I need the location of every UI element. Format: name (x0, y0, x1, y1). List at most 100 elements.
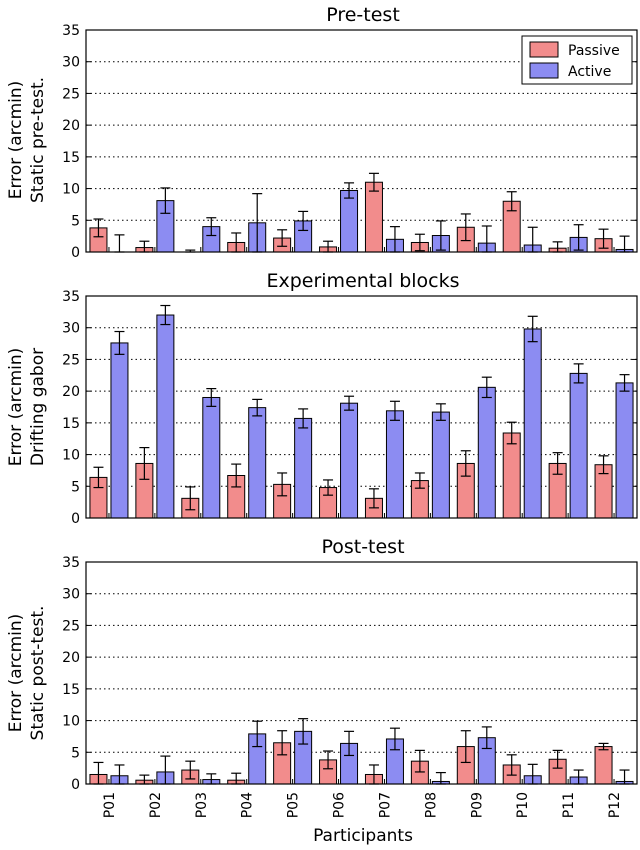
y-axis-label-line2: Static post-test. (28, 606, 48, 741)
legend-swatch-passive (529, 41, 559, 58)
error-bar-active-P11 (573, 363, 584, 384)
y-tick-label: 30 (62, 55, 80, 71)
bar-active-P07 (385, 410, 404, 519)
error-bar-passive-P01 (93, 466, 104, 489)
error-bar-passive-P09 (460, 450, 471, 477)
bar-active-P11 (569, 372, 588, 519)
plot-area: 0 5 10 15 20 25 30 35 (62, 23, 638, 261)
y-tick-label: 0 (71, 511, 80, 527)
bar-active-P04 (248, 407, 267, 519)
x-tick-label-P07: P07 (377, 792, 393, 818)
error-bar-active-P05 (298, 210, 309, 232)
panel-title: Experimental blocks (266, 270, 459, 292)
x-axis-label: Participants (313, 826, 413, 846)
y-tick-label: 20 (62, 384, 80, 400)
y-axis-label-line1: Error (arcmin) (6, 81, 26, 200)
error-bar-active-P06 (344, 182, 355, 199)
x-tick-label-P11: P11 (561, 792, 577, 818)
bar-passive-P10 (502, 432, 521, 519)
panel-post-test: Post-test Error (arcmin) Static post-tes… (6, 536, 638, 793)
error-bar-active-P03 (206, 388, 217, 407)
axes-frame (85, 295, 638, 519)
y-axis-label-line2: Static pre-test. (28, 77, 48, 203)
error-bar-passive-P12 (598, 228, 609, 249)
y-tick-label: 35 (62, 555, 80, 571)
y-tick-label: 25 (62, 86, 80, 102)
error-bar-active-P01 (114, 330, 125, 355)
error-bar-active-P02 (160, 304, 171, 326)
error-bar-passive-P03 (185, 760, 196, 780)
y-axis-label-line1: Error (arcmin) (6, 348, 26, 467)
error-bar-passive-P05 (277, 229, 288, 247)
legend-swatch-active (529, 62, 559, 79)
error-bar-passive-P11 (552, 749, 563, 769)
x-tick-label-P08: P08 (423, 792, 439, 818)
bar-active-P06 (340, 402, 359, 519)
y-axis-label-line1: Error (arcmin) (6, 614, 26, 733)
y-axis-label-line2: Drifting gabor (28, 348, 48, 466)
y-tick-label: 5 (71, 479, 80, 495)
error-bar-active-P05 (298, 718, 309, 745)
y-tick-label: 20 (62, 650, 80, 666)
bar-active-P09 (477, 386, 496, 519)
legend: Passive Active (521, 35, 633, 85)
bar-active-P06 (340, 189, 359, 253)
y-tick-label: 15 (62, 150, 80, 166)
y-tick-label: 5 (71, 745, 80, 761)
y-tick-label: 15 (62, 682, 80, 698)
y-tick-label: 10 (62, 182, 80, 198)
bar-active-P12 (615, 382, 634, 519)
panel-experimental-blocks: Experimental blocks Error (arcmin) Drift… (6, 270, 638, 527)
bar-active-P08 (431, 411, 450, 519)
error-bar-passive-P03 (185, 486, 196, 511)
y-tick-label: 10 (62, 714, 80, 730)
error-bar-active-P06 (344, 730, 355, 757)
x-tick-label-P06: P06 (332, 792, 348, 818)
error-bar-active-P12 (619, 374, 630, 392)
y-tick-label: 20 (62, 118, 80, 134)
x-tick-label-P01: P01 (102, 792, 118, 818)
error-bar-passive-P06 (323, 479, 334, 496)
x-tick-label-P02: P02 (148, 792, 164, 818)
error-bar-passive-P08 (414, 472, 425, 489)
y-tick-label: 5 (71, 213, 80, 229)
y-tick-label: 10 (62, 448, 80, 464)
x-tick-label-P10: P10 (515, 792, 531, 818)
y-tick-label: 0 (71, 245, 80, 261)
error-bar-passive-P12 (598, 742, 609, 751)
error-bar-passive-P01 (93, 218, 104, 238)
y-tick-label: 15 (62, 416, 80, 432)
error-bar-active-P08 (435, 403, 446, 421)
error-bar-active-P09 (481, 726, 492, 750)
error-bar-active-P04 (252, 720, 263, 748)
x-tick-label-P04: P04 (240, 792, 256, 818)
error-bar-passive-P11 (552, 452, 563, 475)
error-bar-passive-P10 (506, 421, 517, 445)
error-bar-passive-P05 (277, 730, 288, 756)
error-bar-passive-P08 (414, 233, 425, 252)
error-bar-passive-P07 (368, 488, 379, 509)
x-tick-label-P03: P03 (194, 792, 210, 818)
bar-active-P02 (156, 314, 175, 519)
error-bar-passive-P07 (368, 172, 379, 192)
error-bar-active-P11 (573, 224, 584, 251)
error-bar-active-P06 (344, 395, 355, 411)
y-tick-label: 25 (62, 618, 80, 634)
error-bar-passive-P09 (460, 730, 471, 764)
error-bar-active-P05 (298, 408, 309, 429)
error-bar-active-P10 (527, 315, 538, 343)
y-tick-label: 35 (62, 23, 80, 39)
error-bar-active-P07 (389, 727, 400, 751)
error-bar-passive-P04 (231, 463, 242, 488)
bar-active-P10 (523, 328, 542, 519)
error-bar-passive-P09 (460, 213, 471, 242)
error-bar-passive-P12 (598, 455, 609, 475)
error-bar-active-P07 (389, 400, 400, 421)
axes-frame (85, 29, 638, 253)
legend-label-passive: Passive (568, 43, 620, 59)
x-tick-labels: P01 P02 P03 P04 P05 P06 P07 P08 P09 P10 P11 P12 (102, 792, 623, 818)
panel-title: Post-test (321, 536, 404, 558)
error-bar-active-P04 (252, 398, 263, 417)
error-bar-passive-P08 (414, 749, 425, 773)
error-bar-active-P02 (160, 187, 171, 214)
